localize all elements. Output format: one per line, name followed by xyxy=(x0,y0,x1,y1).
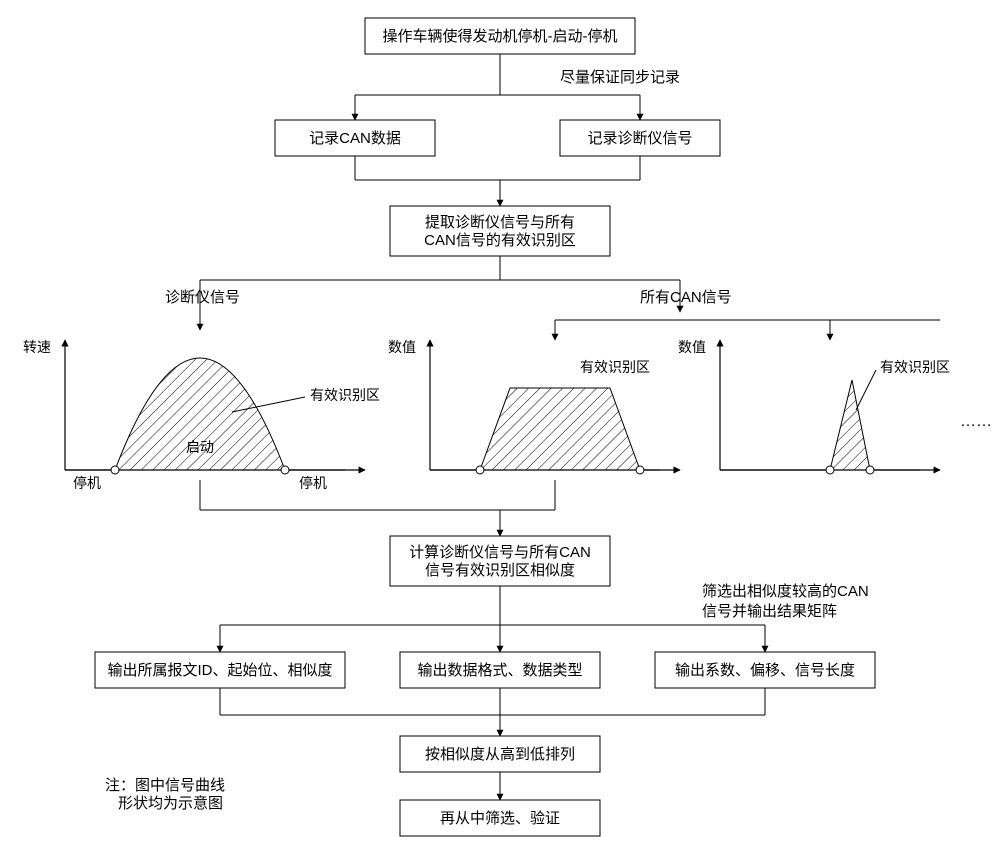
ylabel: 数值 xyxy=(388,339,416,355)
box-b5c: 输出系数、偏移、信号长度 xyxy=(655,652,875,688)
box-text: 提取诊断仪信号与所有 xyxy=(425,214,575,231)
box-text: 记录CAN数据 xyxy=(309,130,401,147)
free-label-l2: 诊断仪信号 xyxy=(165,289,240,306)
box-text: 输出所属报文ID、起始位、相似度 xyxy=(107,662,332,679)
box-text: 计算诊断仪信号与所有CAN xyxy=(409,543,591,561)
box-b5a: 输出所属报文ID、起始位、相似度 xyxy=(95,652,345,688)
box-text: 输出系数、偏移、信号长度 xyxy=(675,662,855,679)
label: 停机 xyxy=(73,475,101,491)
free-label-l1: 尽量保证同步记录 xyxy=(560,69,680,86)
chart-1: 转速停机 停机 启动 有效识别区 xyxy=(23,339,380,491)
chart-3: 数值有效识别区 xyxy=(678,339,950,474)
label: 停机 xyxy=(299,475,327,491)
free-label-note1: 注：图中信号曲线 xyxy=(105,777,225,794)
box-b2a: 记录CAN数据 xyxy=(275,120,435,156)
tag: 有效识别区 xyxy=(310,387,380,403)
free-label-l4b: 信号并输出结果矩阵 xyxy=(702,603,837,620)
ylabel: 转速 xyxy=(23,339,51,355)
box-b3: 提取诊断仪信号与所有CAN信号的有效识别区 xyxy=(390,206,610,256)
box-b5b: 输出数据格式、数据类型 xyxy=(400,652,600,688)
label: 启动 xyxy=(186,439,214,455)
box-text: 记录诊断仪信号 xyxy=(587,130,692,147)
box-text: 操作车辆使得发动机停机-启动-停机 xyxy=(383,28,618,45)
tag: 有效识别区 xyxy=(580,359,650,375)
ylabel: 数值 xyxy=(678,339,706,355)
box-b4: 计算诊断仪信号与所有CAN信号有效识别区相似度 xyxy=(390,536,610,586)
ellipsis: …… xyxy=(960,413,992,430)
box-text: 再从中筛选、验证 xyxy=(440,810,560,827)
box-b7: 再从中筛选、验证 xyxy=(400,800,600,836)
free-label-note2: 形状均为示意图 xyxy=(118,794,223,812)
box-text: CAN信号的有效识别区 xyxy=(424,232,576,249)
box-b1: 操作车辆使得发动机停机-启动-停机 xyxy=(365,18,635,54)
box-text: 信号有效识别区相似度 xyxy=(425,562,575,579)
chart-2: 数值有效识别区 xyxy=(388,339,680,474)
box-text: 输出数据格式、数据类型 xyxy=(417,662,582,679)
tag: 有效识别区 xyxy=(880,359,950,375)
box-b6: 按相似度从高到低排列 xyxy=(400,736,600,772)
free-label-l4a: 筛选出相似度较高的CAN xyxy=(702,582,869,600)
box-b2b: 记录诊断仪信号 xyxy=(560,120,720,156)
box-text: 按相似度从高到低排列 xyxy=(425,746,575,763)
free-label-l3: 所有CAN信号 xyxy=(640,289,732,306)
